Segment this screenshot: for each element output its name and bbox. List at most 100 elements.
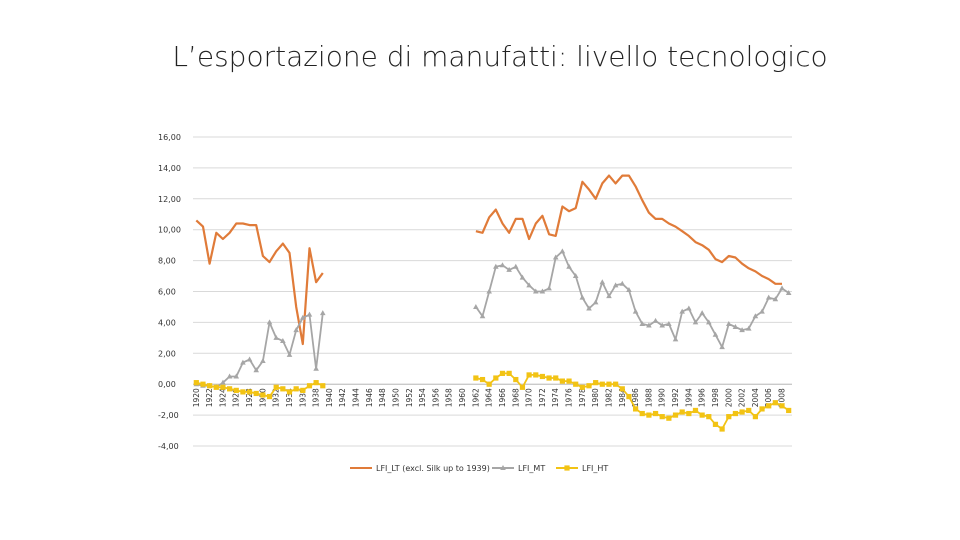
data-point-mt bbox=[319, 310, 326, 316]
x-tick-label: 1946 bbox=[365, 388, 374, 407]
data-point-ht bbox=[233, 387, 239, 393]
data-point-ht bbox=[579, 384, 585, 390]
data-point-mt bbox=[493, 263, 499, 269]
data-point-mt bbox=[486, 288, 492, 294]
data-point-mt bbox=[526, 282, 532, 288]
data-point-ht bbox=[699, 412, 705, 418]
data-point-ht bbox=[746, 407, 752, 414]
data-point-mt bbox=[226, 373, 233, 379]
data-point-ht bbox=[732, 410, 739, 417]
x-tick-label: 1958 bbox=[445, 388, 454, 407]
y-tick-label: 6,00 bbox=[158, 288, 176, 297]
page-title: L’esportazione di manufatti: livello tec… bbox=[172, 40, 828, 73]
data-point-mt bbox=[759, 308, 765, 314]
x-tick-label: 1980 bbox=[591, 388, 600, 407]
data-point-mt bbox=[712, 331, 719, 337]
x-tick-label: 1994 bbox=[684, 388, 693, 407]
y-tick-label: 10,00 bbox=[158, 226, 181, 235]
data-point-ht bbox=[320, 383, 326, 389]
x-tick-label: 1964 bbox=[485, 388, 494, 407]
data-point-ht bbox=[526, 372, 532, 378]
x-tick-label: 1948 bbox=[378, 388, 387, 407]
data-point-mt bbox=[592, 299, 599, 305]
x-tick-label: 1938 bbox=[312, 388, 321, 407]
data-point-ht bbox=[759, 406, 765, 412]
data-point-mt bbox=[499, 262, 506, 268]
data-point-ht bbox=[739, 409, 745, 415]
x-tick-label: 2002 bbox=[738, 388, 747, 407]
legend: LFI_LT (excl. Silk up to 1939) LFI_MT LFI_… bbox=[350, 464, 608, 473]
data-point-ht bbox=[240, 389, 246, 395]
x-tick-label: 1934 bbox=[285, 388, 294, 407]
data-point-ht bbox=[559, 378, 565, 384]
data-point-ht bbox=[772, 400, 778, 406]
data-point-ht bbox=[539, 373, 546, 380]
data-point-mt bbox=[280, 337, 286, 343]
data-point-ht bbox=[553, 375, 559, 381]
x-tick-label: 1976 bbox=[565, 388, 574, 407]
data-point-ht bbox=[606, 381, 612, 387]
y-tick-label: 8,00 bbox=[158, 257, 176, 266]
data-point-ht bbox=[593, 380, 599, 386]
legend-entry-lt: LFI_LT (excl. Silk up to 1939) bbox=[350, 464, 490, 473]
data-point-ht bbox=[546, 375, 552, 381]
x-tick-label: 1942 bbox=[338, 388, 347, 407]
data-point-mt bbox=[646, 322, 652, 328]
data-point-ht bbox=[692, 407, 699, 414]
data-point-mt bbox=[779, 285, 785, 291]
data-point-mt bbox=[559, 248, 566, 254]
data-point-mt bbox=[725, 320, 732, 326]
x-tick-label: 1998 bbox=[711, 388, 720, 407]
legend-label: LFI_HT bbox=[582, 464, 608, 473]
data-point-ht bbox=[619, 386, 625, 392]
data-point-mt bbox=[233, 373, 240, 379]
data-point-ht bbox=[686, 410, 692, 417]
data-point-mt bbox=[313, 365, 319, 371]
data-point-ht bbox=[599, 381, 605, 387]
data-point-mt bbox=[765, 294, 772, 300]
data-point-ht bbox=[246, 389, 253, 395]
data-point-ht bbox=[193, 380, 199, 386]
data-point-ht bbox=[719, 426, 725, 432]
series-line-lt bbox=[195, 219, 324, 346]
data-point-mt bbox=[512, 263, 519, 269]
data-point-ht bbox=[266, 393, 273, 400]
data-point-mt bbox=[579, 294, 586, 300]
x-tick-label: 2004 bbox=[751, 388, 760, 407]
x-tick-label: 1982 bbox=[604, 388, 613, 407]
x-tick-label: 1996 bbox=[698, 388, 707, 407]
y-tick-label: 4,00 bbox=[158, 318, 176, 327]
data-point-mt bbox=[719, 344, 725, 350]
data-point-ht bbox=[646, 412, 652, 418]
x-tick-label: 1990 bbox=[658, 388, 667, 407]
data-point-mt bbox=[745, 325, 752, 331]
x-tick-label: 1970 bbox=[525, 388, 534, 407]
data-point-ht bbox=[493, 375, 499, 381]
data-point-mt bbox=[260, 358, 266, 364]
data-point-ht bbox=[752, 414, 758, 420]
data-point-ht bbox=[779, 403, 785, 409]
data-point-ht bbox=[566, 378, 572, 384]
data-point-mt bbox=[473, 303, 479, 309]
data-point-ht bbox=[506, 370, 512, 376]
data-point-mt bbox=[586, 305, 592, 311]
data-point-mt bbox=[479, 313, 486, 319]
series-lt bbox=[195, 174, 782, 346]
data-point-mt bbox=[306, 311, 313, 317]
x-tick-label: 2006 bbox=[764, 388, 773, 407]
data-point-mt bbox=[506, 266, 512, 272]
data-point-mt bbox=[632, 308, 639, 314]
data-point-ht bbox=[200, 381, 206, 387]
data-point-mt bbox=[785, 290, 792, 296]
data-point-ht bbox=[306, 383, 313, 389]
x-axis-tick-labels: 1920 1922 1924 1926 1928 1930 1932 1934 1936 1938… bbox=[192, 388, 787, 407]
series-lines bbox=[193, 174, 792, 432]
x-tick-label: 1974 bbox=[551, 388, 560, 407]
data-point-mt bbox=[772, 296, 779, 302]
data-point-mt bbox=[692, 319, 699, 325]
data-point-ht bbox=[639, 410, 645, 417]
data-point-mt bbox=[220, 379, 226, 385]
data-point-ht bbox=[632, 406, 639, 412]
legend-label: LFI_LT (excl. Silk up to 1939) bbox=[376, 464, 490, 473]
x-tick-label: 1950 bbox=[391, 388, 400, 407]
